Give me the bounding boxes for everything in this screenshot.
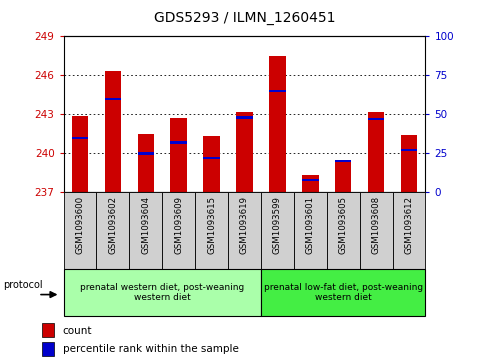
Bar [42,323,54,338]
Bar [236,116,252,119]
Text: GSM1093605: GSM1093605 [338,196,347,254]
Bar [293,192,326,269]
Bar [400,135,416,192]
Bar [261,192,293,269]
Text: GSM1093599: GSM1093599 [272,196,281,254]
Bar [162,192,195,269]
Bar [227,192,261,269]
Bar [170,118,186,192]
Bar [96,192,129,269]
Text: GSM1093612: GSM1093612 [404,196,413,254]
Text: GSM1093601: GSM1093601 [305,196,314,254]
Bar [72,136,88,139]
Text: GSM1093608: GSM1093608 [371,196,380,254]
Bar [302,175,318,192]
Bar [104,98,121,100]
Text: GSM1093615: GSM1093615 [207,196,216,254]
Text: percentile rank within the sample: percentile rank within the sample [62,344,238,354]
Bar [72,116,88,192]
Text: GSM1093602: GSM1093602 [108,196,117,254]
Bar [236,112,252,192]
Bar [203,136,220,192]
Text: GSM1093609: GSM1093609 [174,196,183,254]
Text: GDS5293 / ILMN_1260451: GDS5293 / ILMN_1260451 [153,11,335,25]
Bar [104,72,121,192]
Bar [334,163,351,192]
Bar [195,192,227,269]
Text: prenatal western diet, post-weaning
western diet: prenatal western diet, post-weaning west… [80,282,244,302]
Bar [170,141,186,144]
Bar [367,118,384,120]
Bar [392,192,425,269]
Bar [334,160,351,162]
Bar [42,342,54,356]
Bar [63,192,96,269]
Bar [302,179,318,181]
Bar [367,112,384,192]
Bar [268,90,285,92]
Bar [261,269,425,316]
Bar [129,192,162,269]
Text: GSM1093604: GSM1093604 [141,196,150,254]
Text: protocol: protocol [3,280,43,290]
Text: count: count [62,326,92,336]
Bar [137,134,154,192]
Bar [137,152,154,155]
Text: GSM1093619: GSM1093619 [240,196,248,254]
Text: prenatal low-fat diet, post-weaning
western diet: prenatal low-fat diet, post-weaning west… [263,282,422,302]
Bar [400,149,416,151]
Bar [268,56,285,192]
Bar [326,192,359,269]
Text: GSM1093600: GSM1093600 [75,196,84,254]
Bar [203,157,220,159]
Bar [63,269,261,316]
Bar [359,192,392,269]
